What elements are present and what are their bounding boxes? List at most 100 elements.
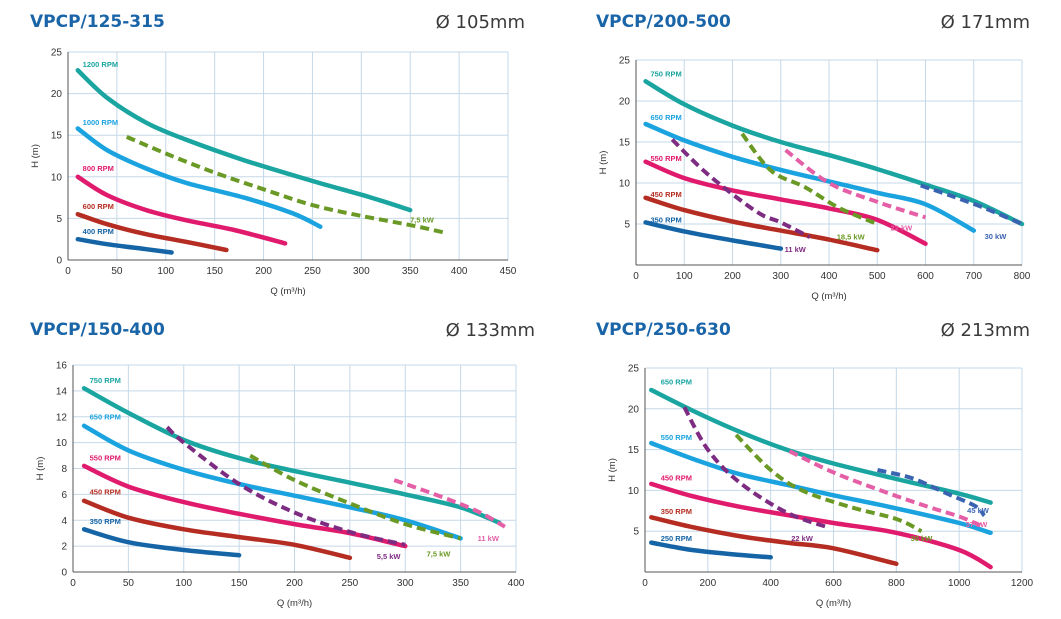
impeller-diameter: Ø 105mm [435,12,525,33]
x-tick-label: 600 [825,578,842,589]
power-curve-line [670,138,811,239]
x-tick-label: 400 [762,578,779,589]
x-tick-label: 0 [65,266,71,277]
rpm-curve-line [81,423,463,541]
rpm-curve-line [643,195,880,253]
x-tick-label: 400 [451,266,468,277]
series-label: 350 RPM [90,517,121,526]
series-label: 600 RPM [83,202,114,211]
power-curve-line [125,135,445,235]
rpm-curve-line [75,68,413,213]
plot-area: 0 100 200 300 400 500 600 700 800 5 10 15 20 25 Q (m³/… [598,56,1031,303]
rpm-curve-line [649,540,773,560]
power-curve-line [165,425,406,547]
series-label: 800 RPM [83,164,114,173]
x-tick-label: 0 [70,578,76,589]
y-tick-label: 5 [633,527,639,538]
rpm-curve-line [649,515,899,567]
series-label: 22 kW [791,534,814,543]
x-tick-label: 200 [724,271,741,282]
rpm-curve-line [75,236,174,255]
x-tick-label: 400 [821,271,838,282]
series-label: 650 RPM [90,412,121,421]
x-tick-label: 250 [342,578,359,589]
series-label: 22 kW [891,224,914,233]
x-tick-label: 100 [175,578,192,589]
y-tick-label: 15 [51,131,63,142]
rpm-curve-line [649,481,993,570]
impeller-diameter: Ø 133mm [445,320,535,341]
power-curve-line [393,478,506,529]
x-tick-label: 450 [500,266,517,277]
x-tick-label: 700 [965,271,982,282]
y-tick-label: 15 [628,445,640,456]
y-tick-label: 8 [61,464,67,475]
chart-title: VPCP/125-315 [30,12,165,32]
impeller-diameter: Ø 213mm [940,320,1030,341]
x-tick-label: 100 [157,266,174,277]
y-tick-label: 0 [56,256,62,267]
x-tick-label: 350 [452,578,469,589]
series-label: 30 kW [985,232,1008,241]
power-curve-line [740,132,879,226]
y-tick-label: 10 [619,179,631,190]
x-tick-label: 200 [699,578,716,589]
y-tick-label: 25 [51,48,63,59]
y-axis-label: H (m) [598,151,609,175]
x-tick-label: 350 [402,266,419,277]
y-axis-label: H (m) [30,144,41,168]
y-tick-label: 2 [61,542,67,553]
series-label: 650 RPM [650,113,681,122]
y-tick-label: 10 [628,486,640,497]
x-tick-label: 300 [353,266,370,277]
series-label: 350 RPM [650,215,681,224]
series-label: 7,5 kW [410,216,435,225]
y-tick-label: 12 [56,412,68,423]
series-label: 400 RPM [83,227,114,236]
series-label: 350 RPM [661,507,692,516]
x-tick-label: 250 [304,266,321,277]
chart-title: VPCP/150-400 [30,320,165,340]
x-axis-label: Q (m³/h) [816,598,851,609]
y-axis-label: H (m) [35,457,46,481]
chart-title: VPCP/200-500 [596,12,731,32]
x-tick-label: 200 [255,266,272,277]
plot-area: 0 50 100 150 200 250 300 350 400 450 0 5 10 15 20 25 Q (… [30,48,517,298]
power-curve-line [734,433,923,534]
x-tick-label: 50 [123,578,135,589]
series-label: 37 kW [966,520,989,529]
series-label: 750 RPM [90,376,121,385]
rpm-curve-line [81,386,502,526]
x-tick-label: 1000 [948,578,971,589]
x-axis-label: Q (m³/h) [811,291,846,302]
x-tick-label: 300 [772,271,789,282]
x-tick-label: 300 [397,578,414,589]
series-label: 550 RPM [90,454,121,463]
x-axis-label: Q (m³/h) [270,286,305,297]
x-tick-label: 200 [286,578,303,589]
x-tick-label: 100 [676,271,693,282]
series-label: 11 kW [785,245,807,254]
y-tick-label: 16 [56,361,68,372]
rpm-curve-line [75,126,323,229]
power-curve-line [920,183,1023,226]
y-tick-label: 0 [61,568,67,579]
pump-curve-chart-125-315: 0 50 100 150 200 250 300 350 400 450 0 5 10 15 20 25 Q (… [30,48,517,298]
series-label: 7,5 kW [427,549,452,558]
pump-curve-chart-150-400: 0 50 100 150 200 250 300 350 400 0 2 4 6 8 10 12 14 16 Q (… [35,361,525,610]
y-tick-label: 6 [61,490,67,501]
y-tick-label: 10 [56,438,68,449]
rpm-curve-line [75,211,229,253]
plot-area: 0 200 400 600 800 1000 1200 5 10 15 20 25 Q (m³/h) H … [607,364,1034,610]
rpm-curve-line [75,174,288,246]
y-tick-label: 10 [51,172,63,183]
y-tick-label: 15 [619,138,631,149]
x-tick-label: 1200 [1011,578,1034,589]
series-label: 250 RPM [661,534,692,543]
power-curve-line [682,406,828,529]
y-axis-label: H (m) [607,458,618,482]
rpm-curve-line [643,79,1025,227]
x-tick-label: 150 [206,266,223,277]
pump-curve-chart-200-500: 0 100 200 300 400 500 600 700 800 5 10 15 20 25 Q (m³/… [598,56,1031,303]
